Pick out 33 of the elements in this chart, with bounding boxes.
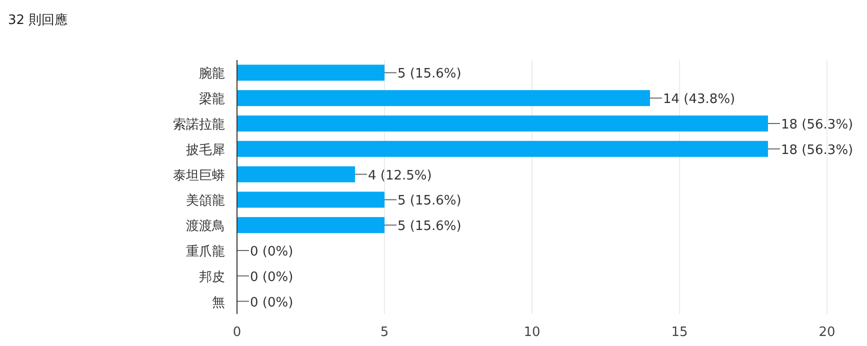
data-label: 4 (12.5%) (368, 168, 432, 184)
data-label: 14 (43.8%) (663, 92, 736, 108)
bar (237, 217, 384, 234)
x-tick-label: 10 (524, 325, 540, 340)
data-label: 0 (0%) (250, 295, 294, 310)
text: 32 則回應 (8, 13, 68, 28)
bar (237, 166, 355, 182)
data-label: 5 (15.6%) (398, 219, 462, 234)
y-tick-label: 泰坦巨蟒 (173, 168, 225, 184)
data-label: 0 (0%) (250, 244, 294, 260)
x-tick-label: 15 (671, 325, 688, 340)
y-tick-label: 美頜龍 (186, 192, 225, 209)
x-tick-label: 20 (818, 325, 836, 340)
y-tick-label: 披毛犀 (186, 142, 225, 158)
data-label: 18 (56.3%) (781, 118, 854, 132)
data-label: 18 (56.3%) (781, 142, 854, 158)
y-tick-label: 無 (212, 295, 225, 310)
bar (237, 64, 384, 81)
data-label: 0 (0%) (250, 270, 294, 285)
y-tick-label: 索諾拉龍 (173, 118, 225, 132)
y-tick-label: 邦皮 (199, 270, 225, 285)
y-tick-label: 渡渡鳥 (186, 219, 225, 234)
data-label: 5 (15.6%) (398, 194, 462, 209)
data-label: 5 (15.6%) (398, 66, 462, 82)
x-tick-label: 5 (380, 325, 389, 340)
bar (237, 140, 768, 157)
bar (237, 192, 384, 208)
x-tick-label: 0 (232, 325, 242, 340)
y-tick-label: 梁龍 (199, 91, 225, 108)
bar (237, 90, 650, 106)
y-tick-label: 腕龍 (199, 66, 225, 82)
bar (237, 116, 768, 132)
y-tick-label: 重爪龍 (186, 244, 225, 260)
